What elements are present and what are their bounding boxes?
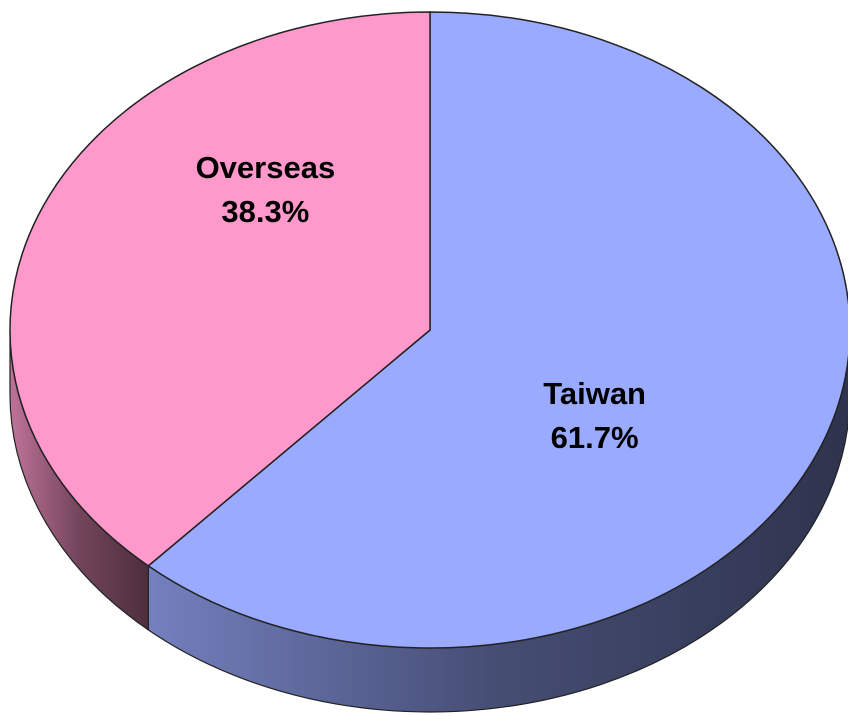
value-label: 61.7% (551, 420, 639, 455)
value-label: 38.3% (221, 194, 309, 229)
slice (147, 11, 848, 649)
slice-label: Taiwan (543, 376, 646, 411)
slice (9, 11, 431, 567)
slice-label: Overseas (196, 150, 336, 185)
